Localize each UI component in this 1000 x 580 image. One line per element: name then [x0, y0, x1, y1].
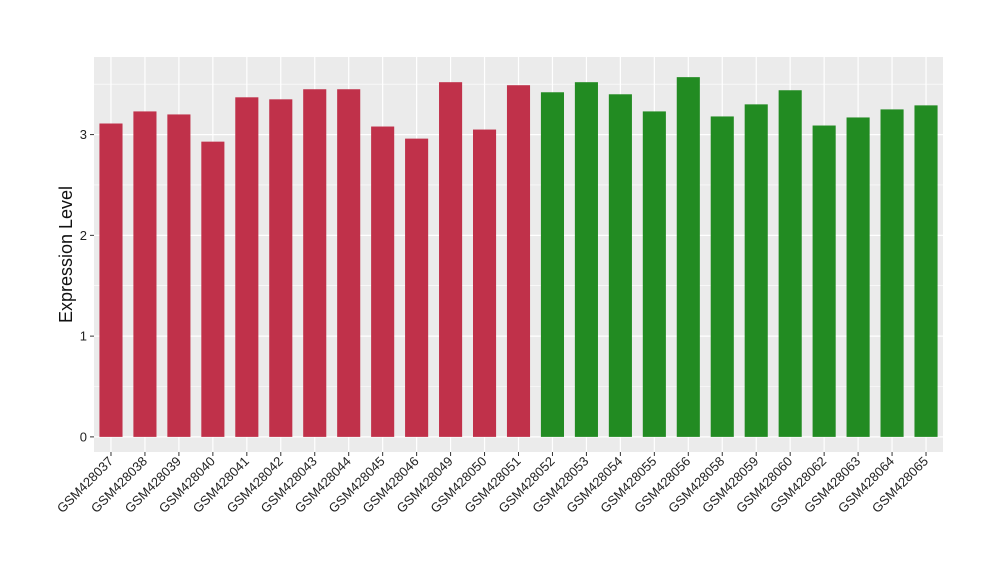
y-tick-label: 0	[80, 429, 87, 444]
bar-GSM428060	[778, 90, 802, 437]
y-tick-label: 3	[80, 127, 87, 142]
bar-GSM428040	[201, 141, 225, 437]
bar-GSM428050	[472, 129, 497, 437]
y-axis: 0 1 2 3	[80, 127, 94, 444]
bar-GSM428058	[710, 116, 734, 437]
bar-GSM428059	[744, 104, 768, 437]
bar-GSM428038	[133, 111, 157, 437]
y-axis-title: Expression Level	[56, 186, 76, 323]
bar-GSM428064	[880, 109, 904, 437]
bar-GSM428054	[608, 94, 632, 437]
bar-GSM428065	[914, 105, 938, 437]
bar-GSM428045	[371, 126, 395, 437]
bar-GSM428051	[506, 85, 531, 437]
bar-GSM428063	[846, 117, 870, 437]
bars	[99, 77, 938, 437]
bar-GSM428046	[405, 138, 429, 437]
bar-GSM428037	[99, 123, 123, 437]
bar-GSM428043	[303, 89, 327, 437]
y-tick-label: 2	[80, 228, 87, 243]
bar-GSM428062	[812, 125, 836, 437]
bar-GSM428052	[540, 92, 565, 437]
bar-GSM428053	[574, 82, 598, 437]
x-axis: GSM428037GSM428038GSM428039GSM428040GSM4…	[54, 452, 931, 516]
bar-GSM428044	[337, 89, 361, 437]
y-tick-label: 1	[80, 329, 87, 344]
bar-GSM428049	[439, 82, 463, 437]
bar-GSM428041	[235, 97, 259, 437]
bar-GSM428055	[642, 111, 666, 437]
bar-GSM428039	[167, 114, 191, 437]
bar-GSM428056	[676, 77, 700, 437]
bar-GSM428042	[269, 99, 293, 437]
